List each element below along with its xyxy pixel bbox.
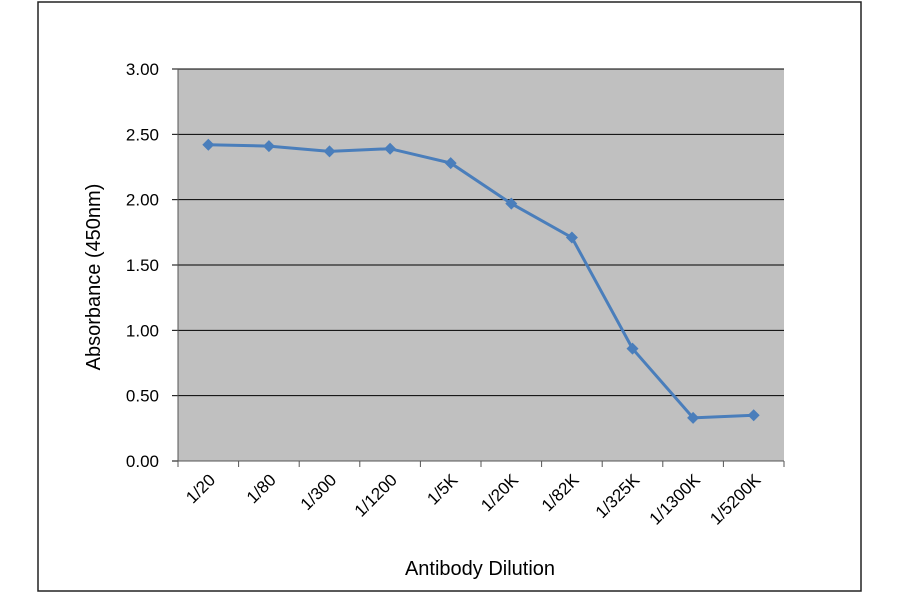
data-marker (384, 142, 397, 155)
y-tick-label: 2.00 (126, 191, 159, 210)
data-marker (747, 409, 760, 422)
y-tick-label: 1.50 (126, 256, 159, 275)
data-marker (505, 197, 518, 210)
y-tick-label: 1.00 (126, 321, 159, 340)
data-marker (262, 140, 275, 153)
data-marker (687, 411, 700, 424)
data-marker (444, 157, 457, 170)
x-axis-label: Antibody Dilution (405, 558, 555, 580)
data-marker (626, 342, 639, 355)
y-tick-label: 2.50 (126, 125, 159, 144)
data-marker (323, 145, 336, 158)
data-line (208, 143, 754, 420)
data-marker (202, 138, 215, 151)
data-marker (565, 231, 578, 244)
y-tick-label: 3.00 (126, 60, 159, 79)
y-axis-label: Absorbance (450nm) (83, 184, 105, 371)
y-tick-label: 0.50 (126, 387, 159, 406)
y-tick-label: 0.00 (126, 452, 159, 471)
